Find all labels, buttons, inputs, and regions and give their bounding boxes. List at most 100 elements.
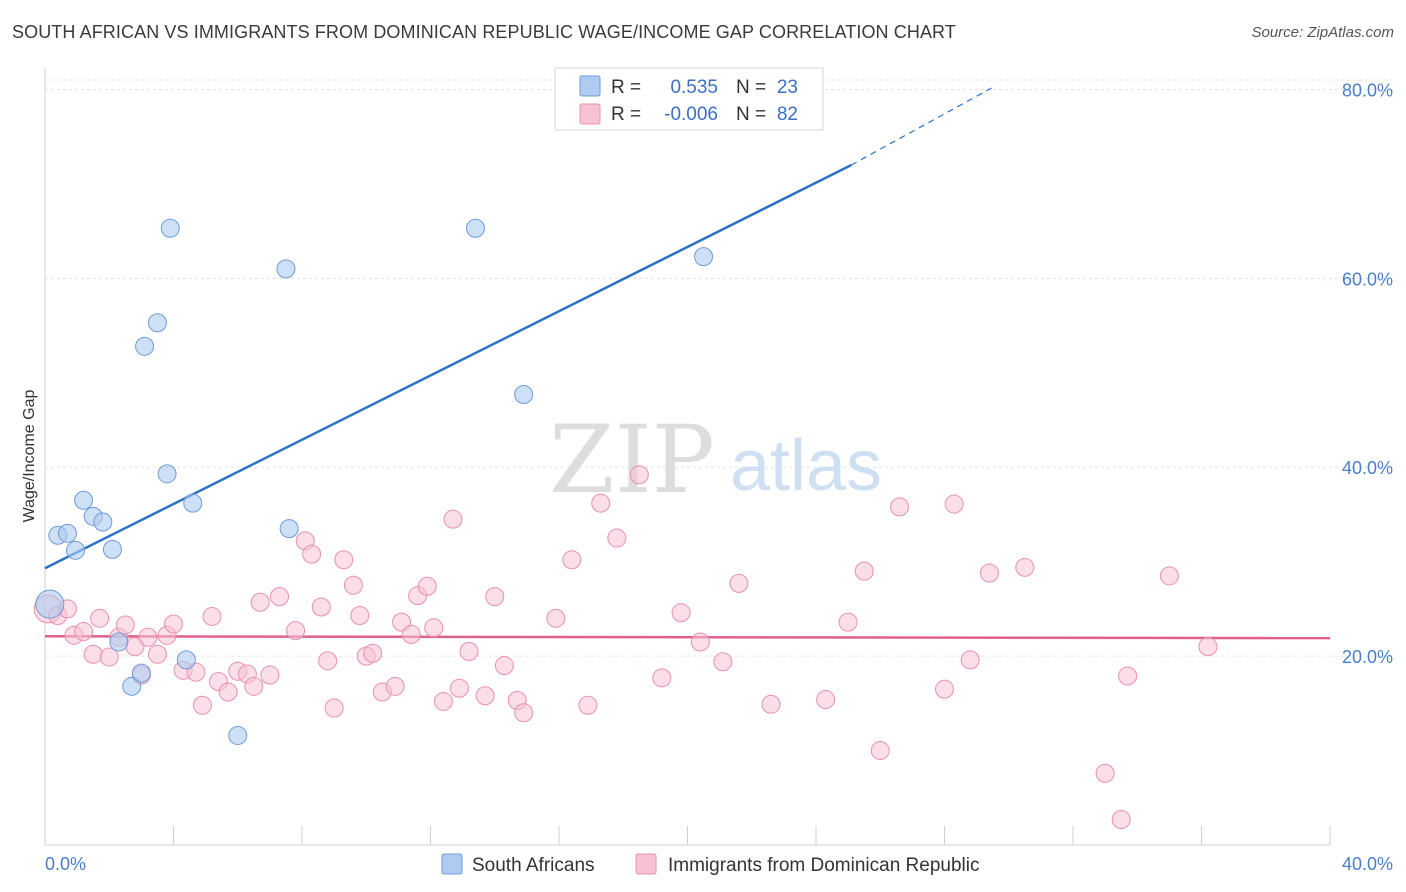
south-africans-point [57, 523, 77, 543]
dominican-point [417, 576, 437, 596]
dominican-point [343, 575, 363, 595]
dominican-point [944, 494, 964, 514]
dominican-point [433, 691, 453, 711]
grid-lines [45, 79, 1392, 657]
dominican-point [854, 561, 874, 581]
south-africans-point [157, 464, 177, 484]
legend-swatch-pink [579, 103, 601, 125]
dominican-point [960, 650, 980, 670]
dominican-point [192, 695, 212, 715]
watermark-zip: ZIP [549, 406, 715, 515]
dominican-point [671, 603, 691, 623]
dominican-point [138, 627, 158, 647]
south-africans-point [279, 519, 299, 539]
dominican-point [334, 550, 354, 570]
legend-n-value-2: 82 [777, 104, 798, 125]
legend-n-label-2: N = [736, 104, 766, 125]
trend-lines [44, 85, 1331, 640]
tick-labels: 20.0% 40.0% 60.0% 80.0% 0.0% 40.0% [45, 80, 1393, 874]
dominican-point [1198, 637, 1218, 657]
dominican-point [302, 544, 322, 564]
dominican-point [761, 694, 781, 714]
y-axis-label: Wage/Income Gap [21, 390, 38, 523]
series-label-dominican: Immigrants from Dominican Republic [668, 855, 980, 876]
dominican-point [838, 612, 858, 632]
dominican-point [147, 644, 167, 664]
dominican-point [99, 647, 119, 667]
south-africans-point [109, 632, 129, 652]
watermark: ZIP atlas [549, 406, 882, 515]
legend-r-value-1: 0.535 [670, 77, 718, 98]
series-swatch-dominican [635, 853, 657, 875]
dominican-point [578, 695, 598, 715]
legend-swatch-blue [579, 75, 601, 97]
dominican-point [424, 618, 444, 638]
south-africans-point [131, 663, 151, 683]
dominican-point [443, 509, 463, 529]
dominican-point [244, 676, 264, 696]
dominican-point [270, 587, 290, 607]
south-africans-point [183, 493, 203, 513]
south-africans-point [176, 650, 196, 670]
south-africans-point [694, 247, 714, 267]
dominican-point [485, 587, 505, 607]
x-tick-label: 0.0% [45, 854, 86, 874]
dominican-point [1111, 810, 1131, 829]
dominican-point [629, 465, 649, 485]
y-tick-label: 80.0% [1342, 80, 1393, 100]
dominican-point [475, 686, 495, 706]
legend-r-value-2: -0.006 [664, 104, 718, 125]
dominican-point [494, 656, 514, 676]
dominican-point [324, 698, 344, 718]
dominican-point [1095, 763, 1115, 783]
dominican-point [350, 606, 370, 625]
source-label: Source: ZipAtlas.com [1251, 24, 1394, 41]
y-tick-label: 60.0% [1342, 269, 1393, 289]
south-africans-point [228, 725, 248, 745]
dominican-point [562, 550, 582, 570]
dominican-point [816, 690, 836, 710]
dominican-point [514, 703, 534, 723]
watermark-atlas: atlas [730, 426, 882, 506]
dominican-point [713, 652, 733, 672]
south-africans-point [102, 539, 122, 559]
dominican-point [202, 606, 222, 626]
south-africans-point [35, 589, 65, 619]
y-tick-label: 40.0% [1342, 458, 1393, 478]
dominican-point [1159, 566, 1179, 586]
legend-n-value-1: 23 [777, 77, 798, 98]
correlation-legend: R = 0.535 N = 23 R = -0.006 N = 82 [554, 67, 824, 131]
chart-title: SOUTH AFRICAN VS IMMIGRANTS FROM DOMINIC… [12, 22, 956, 42]
dominican-point [979, 563, 999, 583]
dominican-point [115, 615, 135, 635]
axes [44, 68, 1331, 846]
south-africans-point [160, 218, 180, 238]
dominican-point [1118, 666, 1138, 686]
south-africans-point [465, 218, 485, 238]
south-africans-point [135, 336, 155, 356]
dominican-point [546, 608, 566, 628]
y-tick-label: 20.0% [1342, 647, 1393, 667]
dominican-trend-line [44, 635, 1331, 640]
south-africans-trend-line [44, 163, 852, 570]
series-swatch-south-africans [441, 853, 463, 875]
series-label-south-africans: South Africans [472, 855, 595, 876]
south-africans-point [93, 512, 113, 532]
x-tick-label: 40.0% [1342, 854, 1393, 874]
dominican-point [218, 682, 238, 702]
dominican-point [690, 632, 710, 652]
dominican-point [652, 668, 672, 688]
dominican-point [890, 497, 910, 517]
dominican-point [935, 679, 954, 699]
dominican-point [729, 573, 749, 593]
dominican-point [250, 592, 270, 612]
dominican-point [459, 641, 479, 661]
legend-n-label-1: N = [736, 77, 766, 98]
south-africans-point [122, 676, 142, 696]
legend-r-label-1: R = [611, 77, 641, 98]
dominican-point [286, 621, 306, 641]
dominican-point [401, 624, 421, 644]
dominican-point [449, 678, 469, 698]
dominican-point [385, 676, 405, 696]
